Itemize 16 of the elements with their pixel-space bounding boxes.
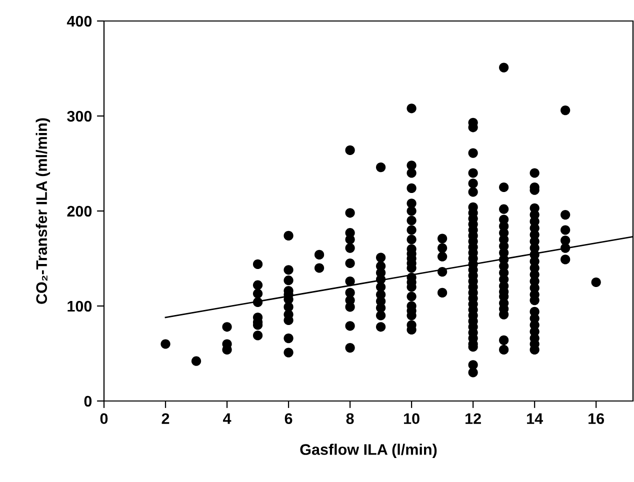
x-tick-label: 2 xyxy=(162,413,170,424)
y-tick-label: 400 xyxy=(66,16,92,27)
y-tick-label: 300 xyxy=(67,110,92,122)
y-axis-title: CO₂-Transfer ILA (ml/min) xyxy=(36,118,50,304)
x-tick-label: 6 xyxy=(284,413,292,424)
x-tick-label: 4 xyxy=(223,413,232,424)
x-tick-label: 14 xyxy=(527,413,543,424)
y-tick-label: 0 xyxy=(84,396,92,407)
y-tick-label: 200 xyxy=(67,206,92,217)
x-tick-label: 16 xyxy=(588,413,604,424)
x-tick-label: 12 xyxy=(466,413,481,424)
x-axis-title: Gasflow ILA (l/min) xyxy=(300,444,437,458)
x-tick-label: 0 xyxy=(100,413,108,424)
x-tick-label: 10 xyxy=(404,413,420,424)
x-tick-label: 8 xyxy=(346,413,354,424)
y-tick-label: 100 xyxy=(68,300,92,312)
